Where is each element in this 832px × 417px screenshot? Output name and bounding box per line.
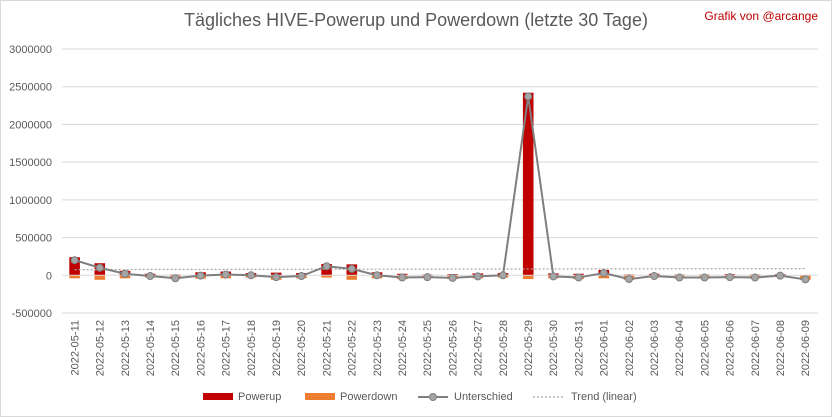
- x-tick-label: 2022-05-24: [397, 320, 409, 376]
- y-tick-label: 2500000: [9, 82, 52, 94]
- unterschied-point: [221, 270, 230, 279]
- legend-label-unterschied: Unterschied: [454, 391, 513, 403]
- x-tick-label: 2022-05-25: [422, 320, 434, 376]
- unterschied-point: [70, 256, 79, 265]
- x-tick-label: 2022-05-26: [447, 320, 459, 376]
- unterschied-point: [801, 275, 810, 284]
- bar-powerdown: [346, 275, 358, 280]
- unterschied-point: [574, 273, 583, 282]
- bars: [69, 92, 811, 280]
- x-tick-label: 2022-05-27: [473, 320, 485, 376]
- unterschied-point: [247, 271, 255, 280]
- y-tick-label: 500000: [15, 233, 52, 245]
- x-tick-label: 2022-06-01: [599, 320, 611, 376]
- bar-powerdown: [321, 275, 332, 278]
- unterschied-point: [423, 273, 432, 282]
- unterschied-point: [398, 273, 407, 282]
- legend: Powerup Powerdown Unterschied Trend (lin…: [203, 391, 637, 403]
- unterschied-point: [725, 273, 734, 282]
- unterschied-line: [74, 96, 806, 281]
- unterschied-point: [751, 273, 759, 282]
- legend-swatch-powerup: [203, 393, 233, 400]
- unterschied-point: [373, 271, 381, 280]
- legend-label-trend: Trend (linear): [571, 391, 637, 403]
- chart-title: Tägliches HIVE-Powerup und Powerdown (le…: [184, 10, 648, 30]
- x-tick-label: 2022-05-11: [69, 320, 81, 375]
- x-tick-label: 2022-05-31: [573, 320, 585, 376]
- bar-powerup: [522, 92, 534, 276]
- x-tick-label: 2022-05-19: [271, 320, 283, 376]
- unterschied-point: [599, 269, 608, 278]
- y-tick-label: 1500000: [9, 157, 52, 169]
- y-axis-ticks: -500000 0 500000 1000000 1500000 2000000 25000…: [9, 44, 52, 320]
- x-tick-label: 2022-05-21: [321, 320, 333, 376]
- x-tick-label: 2022-05-28: [498, 320, 510, 376]
- legend-swatch-powerdown: [305, 393, 335, 400]
- x-tick-label: 2022-05-22: [347, 320, 359, 376]
- unterschied-point: [499, 271, 507, 280]
- x-tick-label: 2022-05-20: [296, 320, 308, 376]
- unterschied-point: [347, 264, 356, 273]
- x-tick-label: 2022-05-13: [120, 320, 132, 376]
- unterschied-point: [473, 272, 482, 281]
- unterschied-point: [448, 273, 457, 282]
- x-tick-label: 2022-06-07: [750, 320, 762, 376]
- chart-credit: Grafik von @arcange: [704, 9, 818, 23]
- x-tick-label: 2022-05-14: [145, 320, 157, 376]
- unterschied-point: [146, 272, 155, 281]
- unterschied-point: [524, 92, 533, 101]
- gridlines: [62, 48, 818, 314]
- unterschied-point: [171, 274, 180, 283]
- bar-powerdown: [94, 275, 106, 280]
- unterschied-point: [650, 272, 659, 281]
- x-tick-label: 2022-06-05: [699, 320, 711, 376]
- y-tick-label: 0: [46, 270, 52, 282]
- x-tick-label: 2022-05-15: [170, 320, 182, 376]
- legend-label-powerdown: Powerdown: [340, 391, 397, 403]
- x-tick-label: 2022-05-30: [548, 320, 560, 376]
- trend-line: [74, 267, 806, 271]
- x-tick-label: 2022-05-29: [523, 320, 535, 376]
- unterschied-points: [70, 92, 810, 284]
- x-tick-label: 2022-06-08: [775, 320, 787, 376]
- x-tick-label: 2022-06-09: [800, 320, 812, 376]
- bar-powerup: [69, 257, 80, 276]
- legend-marker-unterschied: [429, 393, 437, 401]
- unterschied-point: [121, 269, 129, 278]
- unterschied-point: [297, 272, 306, 281]
- bar-powerdown: [522, 275, 534, 280]
- unterschied-point: [95, 263, 104, 272]
- y-tick-label: 1000000: [9, 195, 52, 207]
- unterschied-point: [700, 273, 709, 282]
- unterschied-point: [549, 272, 558, 281]
- y-tick-label: -500000: [12, 308, 52, 320]
- bar-powerdown: [69, 275, 80, 279]
- x-tick-label: 2022-05-23: [372, 320, 384, 376]
- x-tick-label: 2022-05-17: [221, 320, 233, 376]
- unterschied-point: [625, 275, 633, 284]
- unterschied-point: [675, 273, 684, 282]
- x-tick-label: 2022-06-03: [649, 320, 661, 376]
- y-tick-label: 2000000: [9, 119, 52, 131]
- unterschied-point: [322, 262, 331, 271]
- legend-label-powerup: Powerup: [238, 391, 281, 403]
- x-tick-label: 2022-05-18: [246, 320, 258, 376]
- unterschied-point: [272, 273, 281, 282]
- x-tick-label: 2022-06-06: [725, 320, 737, 376]
- x-tick-label: 2022-06-02: [624, 320, 636, 376]
- x-tick-label: 2022-06-04: [674, 320, 686, 376]
- x-tick-label: 2022-05-16: [195, 320, 207, 376]
- x-tick-label: 2022-05-12: [95, 320, 107, 376]
- unterschied-point: [776, 271, 785, 280]
- y-tick-label: 3000000: [9, 44, 52, 56]
- unterschied-point: [196, 271, 205, 280]
- x-axis-ticks: 2022-05-11 2022-05-12 2022-05-13 2022-05-14…: [69, 320, 812, 376]
